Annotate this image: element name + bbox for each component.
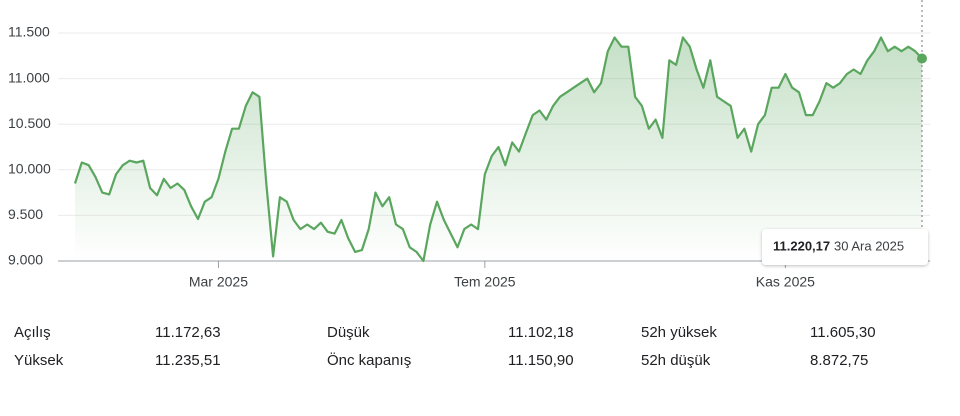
stat-label: 52h düşük [641,352,711,369]
y-tick-label: 10.000 [8,160,51,176]
y-tick-label: 9.500 [8,206,43,222]
tooltip-value: 11.220,17 [773,238,830,253]
stat-value: 11.150,90 [508,352,574,369]
x-tick-label: Tem 2025 [454,274,516,290]
tooltip-date: 30 Ara 2025 [834,238,904,253]
stat-value: 11.235,51 [155,352,221,369]
stat-value: 11.172,63 [155,324,221,341]
stat-label: Yüksek [14,352,64,369]
stat-value: 11.102,18 [508,324,574,341]
stat-label: Açılış [14,324,51,341]
y-tick-label: 11.500 [8,24,50,40]
stat-label: Düşük [327,324,370,341]
stat-value: 8.872,75 [810,352,868,369]
tooltip-box [762,229,928,265]
stat-value: 11.605,30 [810,324,876,341]
y-tick-label: 11.000 [8,69,50,85]
y-tick-label: 10.500 [8,115,51,131]
stat-label: Önc kapanış [327,351,411,369]
last-point [917,53,927,64]
stat-label: 52h yüksek [641,324,717,341]
x-tick-label: Kas 2025 [756,274,815,290]
y-tick-label: 9.000 [8,252,43,268]
price-line [73,36,923,263]
x-tick-label: Mar 2025 [189,274,248,290]
